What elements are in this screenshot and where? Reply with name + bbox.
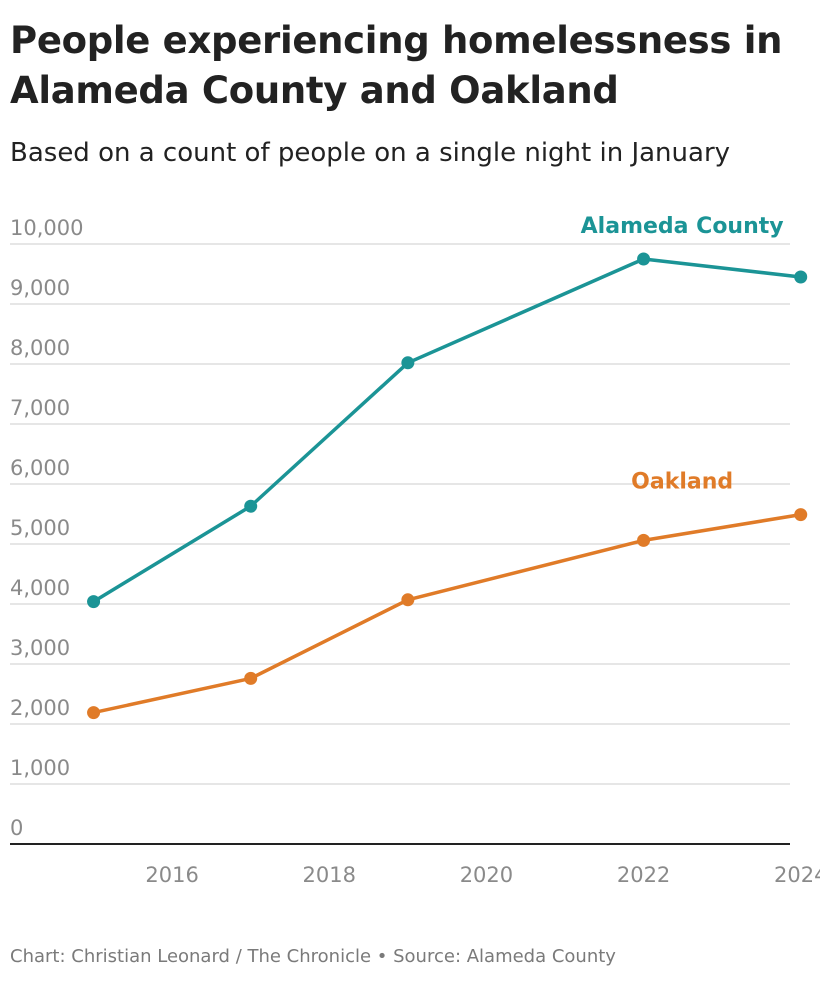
y-tick-label: 0: [10, 816, 23, 840]
alameda-county-point: [244, 499, 258, 513]
alameda-county-point: [637, 252, 651, 266]
chart-subtitle: Based on a count of people on a single n…: [10, 138, 731, 168]
y-tick-label: 7,000: [10, 396, 70, 420]
gridlines: [10, 243, 790, 785]
oakland-point: [794, 508, 808, 522]
data-series: [87, 252, 808, 720]
y-axis-tick-labels: 0 1,000 2,000 3,000 4,000 5,000 6,000 7,000 8,00…: [10, 216, 83, 840]
chart-credit: Chart: Christian Leonard / The Chronicle…: [10, 946, 616, 967]
y-tick-label: 8,000: [10, 336, 70, 360]
y-tick-label: 2,000: [10, 696, 70, 720]
x-tick-label: 2024: [774, 863, 820, 887]
x-tick-label: 2022: [617, 863, 670, 887]
series-label-oakland: Oakland: [631, 470, 733, 495]
series-label-alameda-county: Alameda County: [581, 214, 784, 239]
series-labels: Alameda County Oakland: [581, 214, 784, 495]
oakland-point: [244, 671, 258, 685]
y-tick-label: 5,000: [10, 516, 70, 540]
alameda-county-line: [91, 257, 803, 604]
y-tick-label: 6,000: [10, 456, 70, 480]
y-tick-label: 1,000: [10, 756, 70, 780]
oakland-point: [87, 706, 101, 720]
y-tick-label: 9,000: [10, 276, 70, 300]
oakland-point: [637, 533, 651, 547]
alameda-county-point: [794, 270, 808, 284]
y-tick-label: 3,000: [10, 636, 70, 660]
x-tick-label: 2018: [303, 863, 356, 887]
y-tick-label: 4,000: [10, 576, 70, 600]
oakland-point: [401, 593, 415, 607]
y-tick-label: 10,000: [10, 216, 83, 240]
alameda-county-point: [87, 595, 101, 609]
chart-title: People experiencing homelessness in Alam…: [10, 19, 783, 112]
x-tick-label: 2016: [145, 863, 198, 887]
x-tick-label: 2020: [460, 863, 513, 887]
x-axis-tick-labels: 2016 2018 2020 2022 2024: [145, 863, 820, 887]
alameda-county-point: [401, 356, 415, 370]
